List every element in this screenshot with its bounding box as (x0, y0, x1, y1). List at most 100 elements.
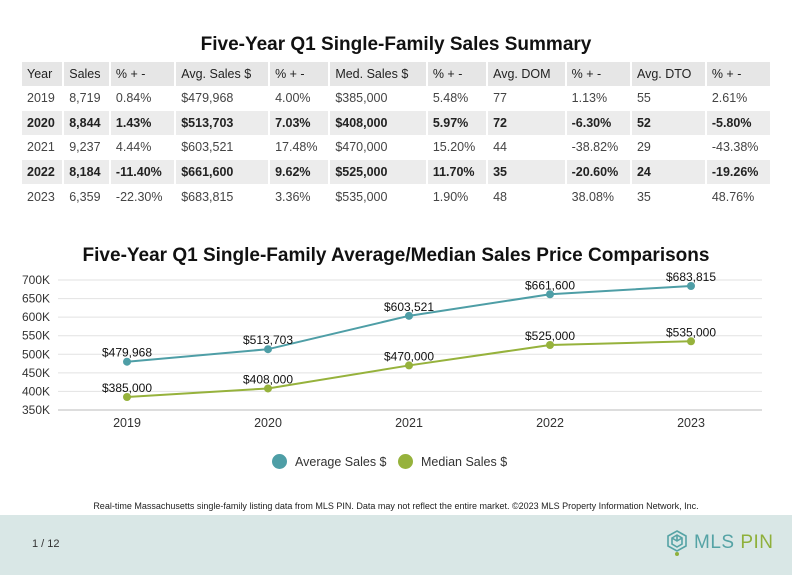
table-cell: 2021 (27, 140, 55, 155)
table-cell: 1.43% (108, 110, 176, 136)
data-label: $661,600 (525, 278, 575, 292)
table-cell: $479,968 (174, 86, 270, 111)
data-point (687, 337, 695, 346)
table-cell: 8,719 (62, 86, 110, 111)
data-label: $535,000 (666, 325, 716, 339)
table-cell: 52 (629, 110, 706, 136)
logo-text-main: MLS (694, 532, 741, 553)
chart-title: Five-Year Q1 Single-Family Average/Media… (82, 245, 710, 266)
y-tick-label: 500K (22, 347, 50, 361)
table-cell: $661,600 (174, 159, 270, 185)
legend-median-dot (398, 454, 413, 469)
data-point (405, 311, 413, 320)
table-cell: 1.90% (425, 184, 488, 209)
table-cell: 2020 (22, 110, 64, 136)
data-point (123, 357, 131, 366)
legend-average-dot (272, 454, 287, 469)
data-label: $385,000 (102, 381, 152, 395)
column-header: % + - (704, 62, 770, 86)
table-header-row: Year Sales% + - Avg. Sales $% + - Med. Sale… (22, 62, 770, 86)
table-cell: $513,703 (174, 110, 270, 136)
table-cell: 4.44% (108, 135, 176, 160)
mls-pin-logo: MLS PIN (664, 529, 774, 557)
table-cell: 11.70% (425, 159, 488, 185)
data-label: $479,968 (102, 346, 152, 360)
table-cell: 44 (486, 135, 566, 160)
x-tick-label: 2023 (677, 416, 705, 430)
data-label: $525,000 (525, 329, 575, 343)
table-row: 2020 8,844 1.43% $513,703 7.03% $408,000 5.97%… (22, 110, 770, 136)
y-tick-label: 700K (22, 273, 50, 287)
table-cell: 5.48% (425, 86, 488, 111)
table-cell: 9.62% (268, 159, 330, 185)
legend-average: Average Sales $ (272, 454, 387, 469)
table-cell: 2019 (27, 91, 55, 106)
table-cell: 35 (486, 159, 566, 185)
table-cell: 3.36% (268, 184, 330, 209)
table-cell: 48.76% (704, 184, 770, 209)
table-cell: -38.82% (564, 135, 631, 160)
table-cell: -6.30% (564, 110, 631, 136)
table-cell: 2022 (22, 159, 64, 185)
column-header: % + - (425, 62, 488, 86)
data-label: $513,703 (243, 333, 293, 347)
table-title: Five-Year Q1 Single-Family Sales Summary (200, 34, 592, 55)
logo-text-accent: PIN (740, 532, 774, 553)
column-header: Avg. Sales $ (174, 62, 270, 86)
table-cell: 17.48% (268, 135, 330, 160)
y-tick-label: 600K (22, 310, 50, 324)
legend-average-label: Average Sales $ (295, 454, 387, 469)
legend-median-label: Median Sales $ (421, 454, 508, 469)
table-cell: -22.30% (108, 184, 176, 209)
table-row: 2019 8,719 0.84% $479,968 4.00% $385,000 5.48%… (22, 86, 770, 111)
y-tick-label: 400K (22, 384, 50, 398)
table-cell: $535,000 (328, 184, 427, 209)
table-cell: 4.00% (268, 86, 330, 111)
y-tick-label: 350K (22, 403, 50, 417)
mls-pin-logo-icon (667, 530, 687, 556)
price-comparison-chart: 350K 400K 450K 500K 550K 600K 650K 700K 2019 2020… (22, 270, 762, 430)
y-tick-label: 450K (22, 366, 50, 380)
table-cell: $525,000 (328, 159, 427, 185)
table-cell: -5.80% (704, 110, 770, 136)
sales-summary-table: Year Sales% + - Avg. Sales $% + - Med. Sale… (22, 62, 770, 209)
table-cell: $408,000 (328, 110, 427, 136)
table-cell: 48 (486, 184, 566, 209)
data-point (264, 345, 272, 354)
table-cell: -20.60% (564, 159, 631, 185)
data-point (687, 282, 695, 291)
table-cell: 2023 (27, 189, 55, 204)
data-point (123, 393, 131, 401)
data-point (264, 384, 272, 393)
x-tick-label: 2021 (395, 416, 423, 430)
footnote: Real-time Massachusetts single-family li… (93, 501, 699, 511)
column-header: Year (22, 62, 64, 86)
y-tick-label: 650K (22, 292, 50, 306)
data-point (546, 290, 554, 299)
table-row: 2021 9,237 4.44% $603,521 17.48% $470,000 15.2… (22, 135, 770, 160)
table-cell: 1.13% (564, 86, 631, 111)
column-header: Sales (62, 62, 110, 86)
table-cell: 29 (629, 135, 706, 160)
page-number: 1 / 12 (32, 538, 60, 550)
table-cell: -11.40% (108, 159, 176, 185)
data-point (546, 341, 554, 349)
table-cell: 77 (486, 86, 566, 111)
table-cell: 35 (629, 184, 706, 209)
table-body: 2019 8,719 0.84% $479,968 4.00% $385,000 5.48%… (22, 86, 770, 209)
table-cell: -19.26% (704, 159, 770, 185)
x-tick-label: 2019 (113, 416, 141, 430)
data-label: $683,815 (666, 270, 716, 284)
table-cell: 24 (629, 159, 706, 185)
data-label: $470,000 (384, 349, 434, 363)
table-cell: 8,844 (62, 110, 110, 136)
table-cell: 9,237 (62, 135, 110, 160)
column-header: % + - (564, 62, 631, 86)
data-point (405, 361, 413, 370)
table-cell: 6,359 (62, 184, 110, 209)
table-cell: 2.61% (704, 86, 770, 111)
table-cell: -43.38% (704, 135, 770, 160)
column-header: % + - (108, 62, 176, 86)
table-cell: $385,000 (328, 86, 427, 111)
data-label: $408,000 (243, 372, 293, 386)
